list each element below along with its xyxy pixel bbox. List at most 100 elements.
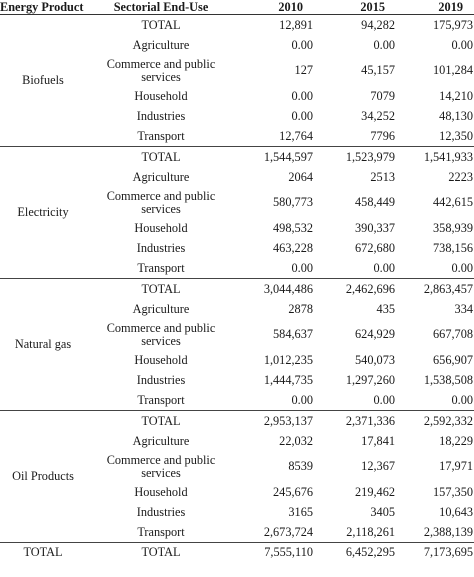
end-use-cell: Agriculture xyxy=(132,433,190,448)
value-2019-cell: 0.00 xyxy=(451,37,473,52)
value-2010-cell: 1,012,235 xyxy=(263,352,313,367)
grand-total-use: TOTAL xyxy=(89,542,233,562)
header-use: Sectorial End-Use xyxy=(89,0,233,15)
value-2015-cell: 0.00 xyxy=(317,258,399,279)
value-2010-cell: 12,891 xyxy=(279,17,313,32)
value-2019-cell: 667,708 xyxy=(433,327,473,341)
end-use-cell: Commerce and public services xyxy=(106,56,216,84)
end-use-cell: Transport xyxy=(89,258,233,279)
end-use-cell: Agriculture xyxy=(132,169,190,184)
end-use-cell: Agriculture xyxy=(132,37,190,52)
value-2019-cell: 2,863,457 xyxy=(423,281,473,296)
table-row: Industries 0.00 34,252 48,130 xyxy=(0,106,474,126)
value-2019-cell: 48,130 xyxy=(439,108,473,123)
table-row: Agriculture 22,032 17,841 18,229 xyxy=(0,431,474,451)
value-2015-cell: 624,929 xyxy=(355,327,395,341)
table-row: Household 0.00 7079 14,210 xyxy=(0,86,474,106)
value-2015-cell: 2,462,696 xyxy=(345,281,395,296)
energy-product-cell: Natural gas xyxy=(0,278,89,411)
end-use-cell: Commerce and public services xyxy=(106,452,216,480)
value-2019-cell: 442,615 xyxy=(433,195,473,209)
value-2015-cell: 0.00 xyxy=(317,390,399,411)
value-2019-cell: 12,350 xyxy=(399,126,474,147)
value-2019-cell: 358,939 xyxy=(433,220,473,235)
value-2010-cell: 580,773 xyxy=(273,195,313,209)
table-row: Industries 1,444,735 1,297,260 1,538,508 xyxy=(0,370,474,390)
value-2015-cell: 7796 xyxy=(317,126,399,147)
end-use-cell: TOTAL xyxy=(141,149,181,164)
value-2010-cell: 463,228 xyxy=(273,240,313,255)
value-2015-cell: 458,449 xyxy=(355,195,395,209)
value-2015-cell: 2,118,261 xyxy=(317,522,399,543)
value-2015-cell: 672,680 xyxy=(355,240,395,255)
value-2015-cell: 17,841 xyxy=(361,433,395,448)
value-2015-cell: 34,252 xyxy=(361,108,395,123)
header-product: Energy Product xyxy=(0,0,89,15)
value-2019-cell: 1,541,933 xyxy=(423,149,473,164)
end-use-cell: Transport xyxy=(89,390,233,411)
end-use-cell: Household xyxy=(134,88,188,103)
value-2019-cell: 17,971 xyxy=(439,459,473,473)
value-2019-cell: 738,156 xyxy=(433,240,473,255)
value-2010-cell: 2,953,137 xyxy=(263,413,313,428)
table-row: Agriculture 0.00 0.00 0.00 xyxy=(0,35,474,55)
end-use-cell: Transport xyxy=(89,126,233,147)
table-row: Agriculture 2878 435 334 xyxy=(0,299,474,319)
table-row: Electricity TOTAL 1,544,597 1,523,979 1,541,… xyxy=(0,146,474,279)
value-2015-cell: 219,462 xyxy=(355,484,395,499)
header-2015: 2015 xyxy=(317,0,399,15)
value-2010-cell: 2,673,724 xyxy=(233,522,317,543)
table-row: Household 245,676 219,462 157,350 xyxy=(0,482,474,502)
value-2010-cell: 22,032 xyxy=(279,433,313,448)
value-2019-cell: 18,229 xyxy=(439,433,473,448)
value-2015-cell: 390,337 xyxy=(355,220,395,235)
table-row: Oil Products TOTAL 2,953,137 2,371,336 2,592… xyxy=(0,410,474,543)
end-use-cell: Household xyxy=(134,220,188,235)
value-2015-cell: 1,523,979 xyxy=(345,149,395,164)
table-row: Commerce and public services 127 45,157 101… xyxy=(0,55,474,86)
energy-table: Energy Product Sectorial End-Use 2010 20… xyxy=(0,0,474,562)
value-2015-cell: 7079 xyxy=(370,88,395,103)
value-2015-cell: 2,371,336 xyxy=(345,413,395,428)
value-2019-cell: 14,210 xyxy=(439,88,473,103)
end-use-cell: Household xyxy=(134,352,188,367)
value-2019-cell: 1,538,508 xyxy=(423,372,473,387)
table-row: Commerce and public services 584,637 624,9… xyxy=(0,319,474,350)
energy-product-cell: Oil Products xyxy=(0,410,89,543)
table-row: Commerce and public services 580,773 458,4… xyxy=(0,187,474,218)
value-2015-cell: 2513 xyxy=(370,169,395,184)
end-use-cell: Industries xyxy=(136,240,186,255)
value-2015-cell: 45,157 xyxy=(361,63,395,77)
value-2019-cell: 0.00 xyxy=(399,390,474,411)
value-2019-cell: 656,907 xyxy=(433,352,473,367)
end-use-cell: Industries xyxy=(136,504,186,519)
value-2010-cell: 245,676 xyxy=(273,484,313,499)
table-row: Transport 12,764 7796 12,350 xyxy=(0,126,474,147)
grand-total-2019: 7,173,695 xyxy=(399,542,474,562)
value-2010-cell: 127 xyxy=(294,63,313,77)
value-2015-cell: 435 xyxy=(376,301,395,316)
grand-total-label: TOTAL xyxy=(0,542,89,562)
value-2010-cell: 3,044,486 xyxy=(263,281,313,296)
value-2019-cell: 10,643 xyxy=(439,504,473,519)
value-2019-cell: 2223 xyxy=(448,169,473,184)
value-2019-cell: 334 xyxy=(454,301,473,316)
end-use-cell: Industries xyxy=(136,108,186,123)
header-2010: 2010 xyxy=(233,0,317,15)
table-row: Biofuels TOTAL 12,891 94,282 175,973 xyxy=(0,14,474,147)
grand-total-row: TOTAL TOTAL 7,555,110 6,452,295 7,173,695 xyxy=(0,542,474,562)
value-2010-cell: 0.00 xyxy=(291,88,313,103)
table-row: Transport 0.00 0.00 0.00 xyxy=(0,390,474,411)
value-2015-cell: 94,282 xyxy=(361,17,395,32)
table-row: Commerce and public services 8539 12,367 17… xyxy=(0,451,474,482)
value-2019-cell: 157,350 xyxy=(433,484,473,499)
value-2015-cell: 0.00 xyxy=(373,37,395,52)
value-2010-cell: 1,444,735 xyxy=(263,372,313,387)
grand-total-2015: 6,452,295 xyxy=(317,542,399,562)
table-body: Biofuels TOTAL 12,891 94,282 175,973 Agricult… xyxy=(0,14,474,562)
value-2019-cell: 0.00 xyxy=(399,258,474,279)
end-use-cell: Transport xyxy=(89,522,233,543)
table-row: Transport 0.00 0.00 0.00 xyxy=(0,258,474,279)
table-row: Household 498,532 390,337 358,939 xyxy=(0,218,474,238)
value-2010-cell: 584,637 xyxy=(273,327,313,341)
